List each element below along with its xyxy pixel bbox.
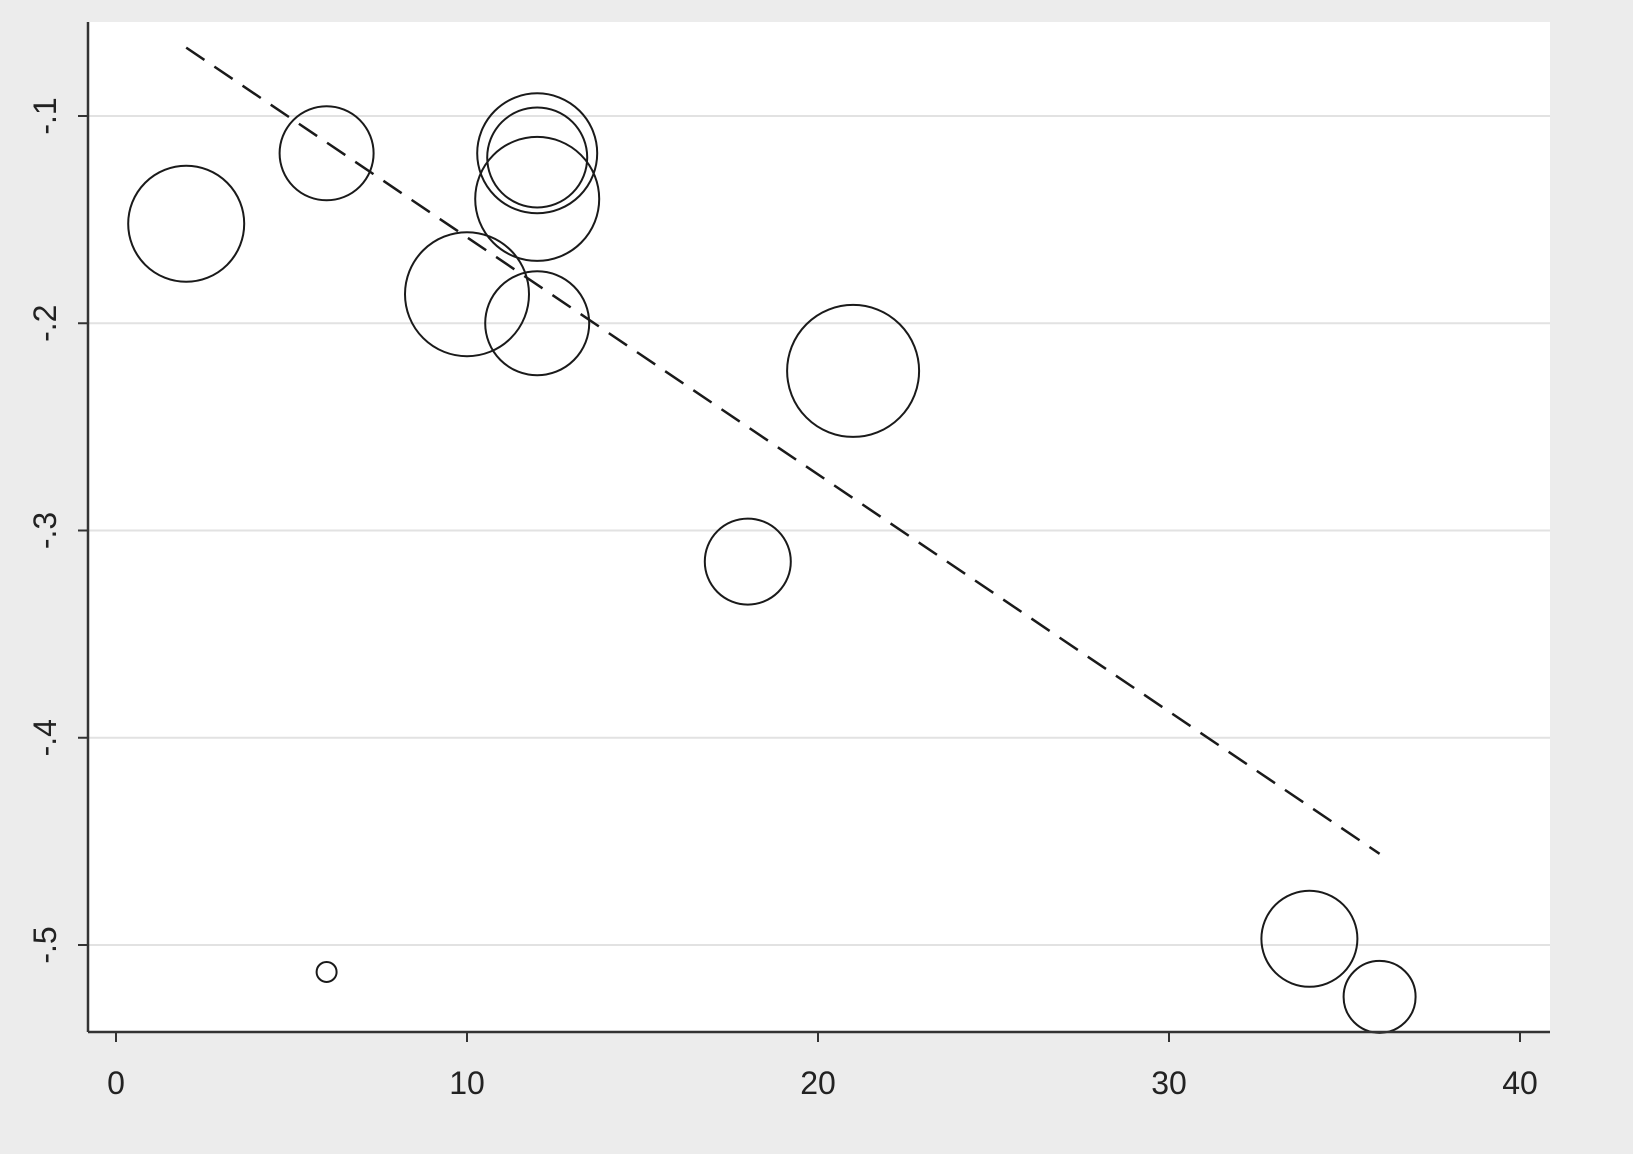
fit-line-layer — [185, 46, 1381, 855]
y-tick-label: -.4 — [27, 719, 63, 756]
plot-area — [88, 22, 1550, 1032]
y-tick-label: -.5 — [27, 926, 63, 963]
data-point — [484, 270, 591, 377]
x-tick-label: 40 — [1502, 1065, 1538, 1101]
data-point — [1260, 889, 1359, 988]
fit-line — [185, 46, 1381, 855]
markers — [127, 92, 1417, 1034]
y-tick-label: -.1 — [27, 97, 63, 134]
y-tick-label: -.3 — [27, 512, 63, 549]
x-tick-label: 10 — [449, 1065, 485, 1101]
x-tick-label: 20 — [800, 1065, 836, 1101]
y-tick-label: -.2 — [27, 305, 63, 342]
axes: -.1 -.2 -.3 -.4 -.5 0 10 20 30 40 — [27, 22, 1550, 1101]
data-point — [278, 105, 375, 202]
data-point — [486, 106, 589, 209]
x-tick-label: 0 — [107, 1065, 125, 1101]
data-point — [786, 303, 921, 438]
data-point — [474, 135, 601, 262]
data-point — [703, 517, 792, 606]
gridlines — [88, 115, 1550, 946]
x-tick-label: 30 — [1151, 1065, 1187, 1101]
data-point — [315, 960, 338, 983]
data-point — [476, 92, 599, 215]
data-point — [127, 164, 246, 283]
data-point — [404, 231, 530, 358]
